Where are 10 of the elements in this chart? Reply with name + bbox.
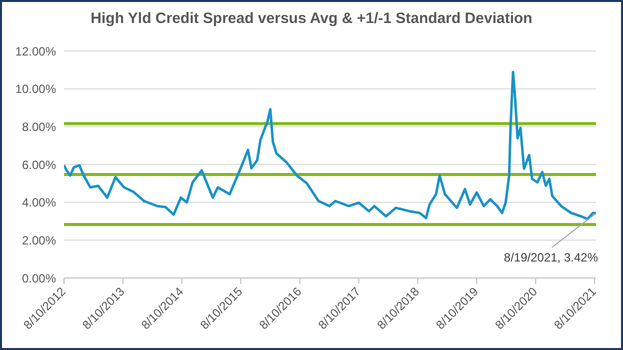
y-tick-label: 10.00%: [15, 82, 56, 96]
line-series: [64, 70, 596, 220]
annotation: 8/19/2021, 3.42%: [504, 250, 598, 264]
y-tick-label: 8.00%: [22, 120, 56, 134]
y-tick-label: 0.00%: [22, 271, 56, 286]
y-tick-label: 6.00%: [22, 158, 56, 172]
chart-title: High Yld Credit Spread versus Avg & +1/-1 Standard Deviation: [90, 10, 534, 27]
y-tick-label: 4.00%: [22, 196, 56, 210]
y-tick-label: 12.00%: [15, 44, 56, 58]
y-tick-label: 2.00%: [22, 233, 56, 248]
